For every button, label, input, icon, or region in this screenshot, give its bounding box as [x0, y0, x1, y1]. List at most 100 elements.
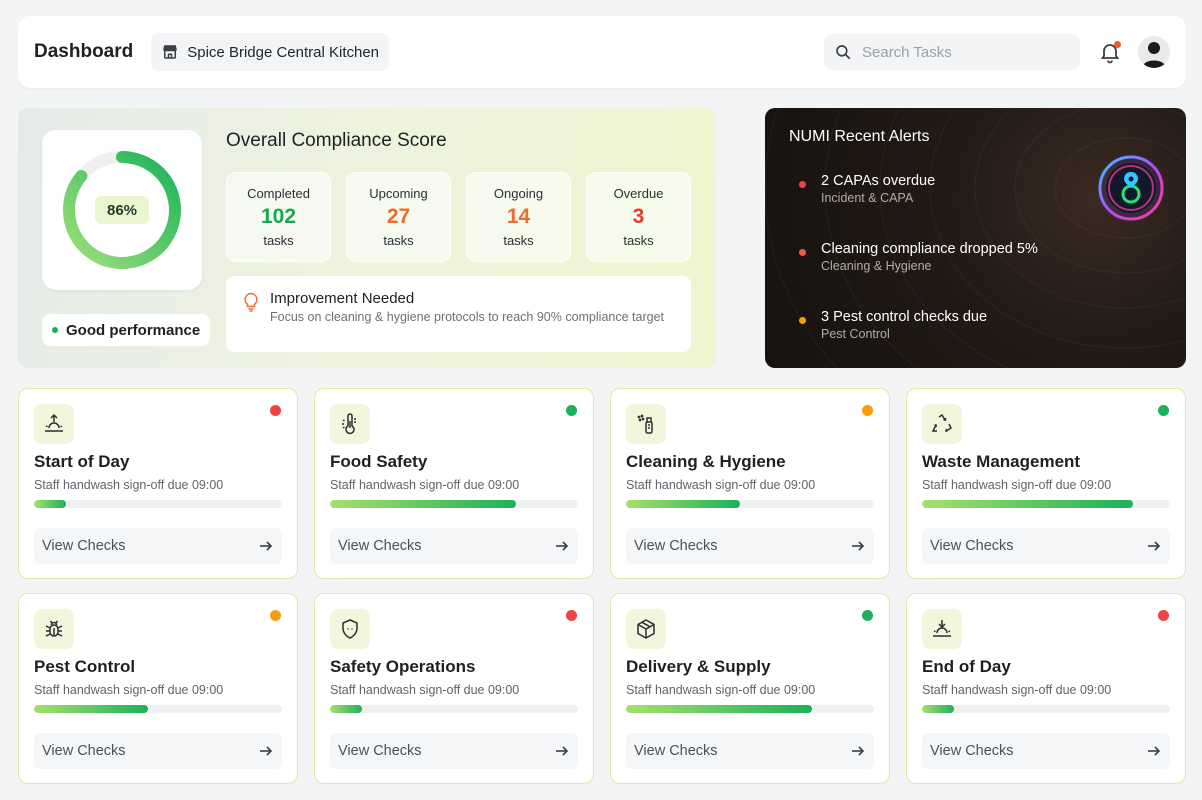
alert-title: Cleaning compliance dropped 5%	[821, 241, 1038, 257]
progress-fill	[626, 705, 812, 713]
card-icon-tile	[34, 404, 74, 444]
stat-unit: tasks	[503, 233, 534, 248]
progress-bar	[922, 705, 1170, 713]
status-dot	[862, 405, 873, 416]
stat-value: 27	[386, 205, 411, 228]
performance-badge: Good performance	[42, 314, 211, 346]
stat-ongoing[interactable]: Ongoing 14 tasks	[466, 172, 571, 262]
category-card-pest-control[interactable]: Pest Control Staff handwash sign-off due…	[18, 593, 298, 784]
status-dot	[52, 327, 58, 333]
progress-fill	[34, 705, 149, 713]
button-label: View Checks	[634, 743, 718, 759]
stat-unit: tasks	[383, 233, 414, 248]
performance-label: Good performance	[66, 321, 201, 339]
card-icon-tile	[34, 609, 74, 649]
category-card-waste-management[interactable]: Waste Management Staff handwash sign-off…	[906, 388, 1186, 579]
view-checks-button[interactable]: View Checks	[330, 528, 578, 564]
alerts-title: NUMI Recent Alerts	[789, 128, 930, 145]
alert-item[interactable]: 2 CAPAs overdue Incident & CAPA	[799, 173, 935, 205]
view-checks-button[interactable]: View Checks	[330, 733, 578, 769]
card-title: Start of Day	[34, 452, 130, 471]
progress-bar	[626, 500, 874, 508]
top-header: Dashboard Spice Bridge Central Kitchen	[18, 16, 1186, 88]
search-box[interactable]	[824, 34, 1080, 70]
stat-label: Overdue	[613, 186, 664, 201]
view-checks-button[interactable]: View Checks	[922, 528, 1170, 564]
search-input[interactable]	[862, 43, 1062, 61]
compliance-gauge	[63, 151, 181, 269]
stat-unit: tasks	[623, 233, 654, 248]
alert-dot	[799, 249, 806, 256]
category-card-end-of-day[interactable]: End of Day Staff handwash sign-off due 0…	[906, 593, 1186, 784]
button-label: View Checks	[634, 538, 718, 554]
stat-label: Upcoming	[369, 186, 428, 201]
category-card-cleaning-hygiene[interactable]: Cleaning & Hygiene Staff handwash sign-o…	[610, 388, 890, 579]
card-subtitle: Staff handwash sign-off due 09:00	[330, 478, 520, 492]
improvement-title: Improvement Needed	[270, 290, 415, 307]
spray-bottle-icon	[637, 414, 653, 434]
progress-fill	[330, 705, 363, 713]
status-dot	[1158, 610, 1169, 621]
button-label: View Checks	[42, 743, 126, 759]
progress-fill	[330, 500, 516, 508]
status-dot	[566, 610, 577, 621]
shield-icon	[342, 619, 358, 639]
card-title: Cleaning & Hygiene	[626, 452, 786, 471]
arrow-right-icon	[556, 746, 569, 756]
view-checks-button[interactable]: View Checks	[922, 733, 1170, 769]
alert-dot	[799, 181, 806, 188]
stat-upcoming[interactable]: Upcoming 27 tasks	[346, 172, 451, 262]
arrow-right-icon	[260, 541, 273, 551]
progress-bar	[922, 500, 1170, 508]
sunrise-icon	[45, 413, 63, 432]
search-icon	[836, 45, 851, 60]
progress-bar	[34, 500, 282, 508]
arrow-right-icon	[852, 541, 865, 551]
progress-bar	[626, 705, 874, 713]
alert-category: Pest Control	[821, 327, 890, 341]
stat-unit: tasks	[263, 233, 294, 248]
stat-label: Completed	[247, 186, 310, 201]
progress-fill	[626, 500, 741, 508]
category-card-food-safety[interactable]: Food Safety Staff handwash sign-off due …	[314, 388, 594, 579]
stat-value: 14	[506, 205, 531, 228]
card-subtitle: Staff handwash sign-off due 09:00	[34, 683, 224, 697]
user-avatar-icon	[1142, 42, 1166, 68]
stat-value: 3	[632, 205, 645, 228]
card-icon-tile	[922, 404, 962, 444]
alert-dot	[799, 317, 806, 324]
stat-completed[interactable]: Completed 102 tasks	[226, 172, 331, 262]
avatar[interactable]	[1138, 36, 1170, 68]
status-dot	[270, 610, 281, 621]
category-card-safety-operations[interactable]: Safety Operations Staff handwash sign-of…	[314, 593, 594, 784]
notifications-button[interactable]	[1098, 40, 1122, 64]
arrow-right-icon	[260, 746, 273, 756]
button-label: View Checks	[930, 743, 1014, 759]
category-card-delivery-supply[interactable]: Delivery & Supply Staff handwash sign-of…	[610, 593, 890, 784]
view-checks-button[interactable]: View Checks	[34, 733, 282, 769]
alert-item[interactable]: Cleaning compliance dropped 5% Cleaning …	[799, 241, 1038, 273]
improvement-text: Focus on cleaning & hygiene protocols to…	[270, 310, 664, 324]
card-icon-tile	[330, 404, 370, 444]
stat-overdue[interactable]: Overdue 3 tasks	[586, 172, 691, 262]
card-icon-tile	[626, 609, 666, 649]
category-card-start-of-day[interactable]: Start of Day Staff handwash sign-off due…	[18, 388, 298, 579]
lightbulb-icon	[244, 292, 258, 312]
status-dot	[566, 405, 577, 416]
numi-logo-icon	[1095, 152, 1167, 224]
button-label: View Checks	[338, 538, 422, 554]
view-checks-button[interactable]: View Checks	[34, 528, 282, 564]
recycle-icon	[931, 413, 952, 432]
bug-icon	[45, 620, 63, 637]
location-selector[interactable]: Spice Bridge Central Kitchen	[151, 33, 390, 71]
arrow-right-icon	[1148, 746, 1161, 756]
progress-bar	[330, 500, 578, 508]
status-dot	[270, 405, 281, 416]
sunset-icon	[933, 620, 951, 637]
alert-item[interactable]: 3 Pest control checks due Pest Control	[799, 309, 987, 341]
view-checks-button[interactable]: View Checks	[626, 733, 874, 769]
card-title: Safety Operations	[330, 657, 476, 676]
background-swirl	[765, 108, 1186, 368]
alerts-panel: NUMI Recent Alerts 2 CAPAs overdue Incid…	[765, 108, 1186, 368]
view-checks-button[interactable]: View Checks	[626, 528, 874, 564]
